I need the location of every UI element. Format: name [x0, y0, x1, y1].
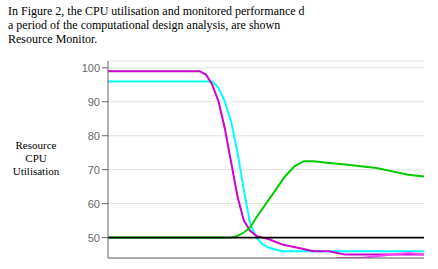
html-text:Resource: Resource — [15, 139, 57, 151]
html-text:In Figure 2, the CPU utilisati: In Figure 2, the CPU utilisation and mon… — [8, 4, 305, 18]
svg-text:80: 80 — [88, 130, 100, 142]
html-text:Resource Monitor.: Resource Monitor. — [8, 32, 98, 46]
html-text:CPU: CPU — [25, 152, 47, 164]
svg-text:50: 50 — [88, 232, 100, 244]
svg-text:70: 70 — [88, 164, 100, 176]
svg-text:60: 60 — [88, 198, 100, 210]
html-text:Utilisation: Utilisation — [12, 165, 60, 177]
html-text:a period of the computational: a period of the computational design ana… — [8, 18, 281, 32]
svg-text:100: 100 — [82, 62, 100, 74]
svg-text:90: 90 — [88, 96, 100, 108]
